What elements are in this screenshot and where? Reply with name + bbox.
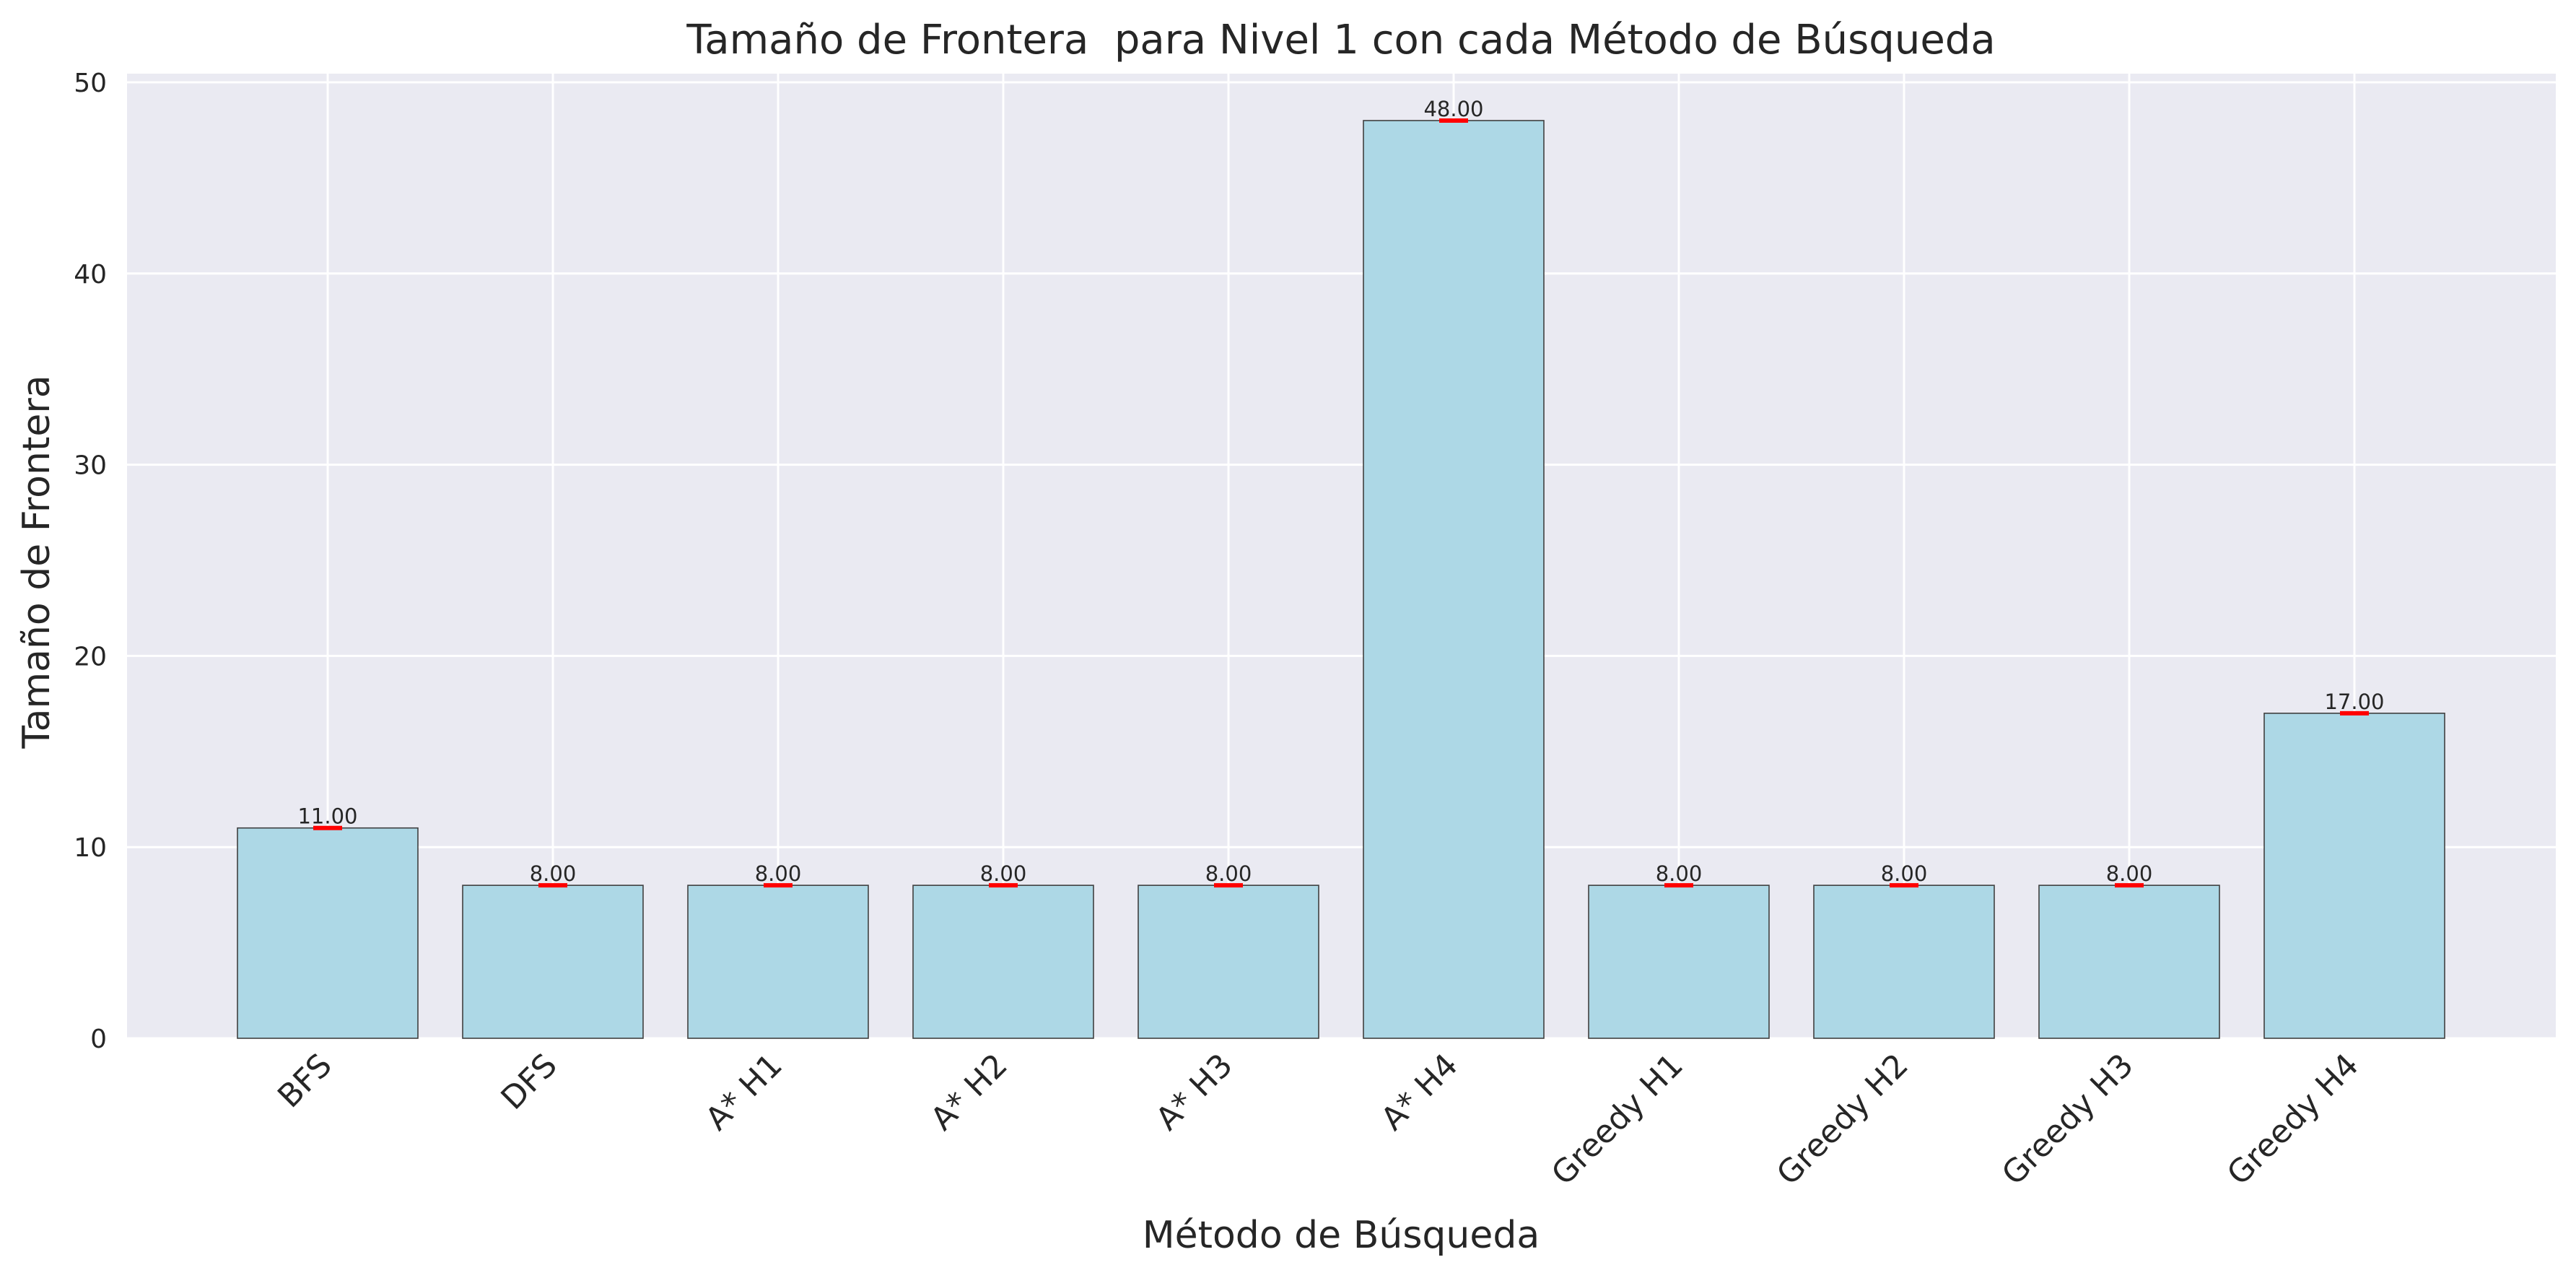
x-tick-label: A* H1 [699,1047,790,1138]
bar [687,884,869,1039]
x-tick-label: BFS [271,1047,339,1116]
bar [2038,884,2220,1039]
x-axis-label: Método de Búsqueda [1143,1214,1540,1257]
y-tick-label: 0 [90,1025,107,1054]
bar [2263,713,2445,1039]
x-tick-label: A* H2 [924,1047,1015,1138]
bar-value-label: 11.00 [297,804,357,829]
bar [237,827,419,1039]
x-tick-label: Greedy H4 [2220,1047,2366,1193]
bar-value-label: 8.00 [1205,861,1252,886]
y-tick-label: 50 [74,69,107,98]
y-axis-ticks: 0 10 20 30 40 50 [74,69,107,1054]
bar-value-label: 8.00 [1656,861,1703,886]
bar [1813,884,1995,1039]
bar-value-label: 8.00 [755,861,802,886]
bar [912,884,1094,1039]
bar-value-label: 17.00 [2324,690,2384,714]
x-tick-label: Greedy H1 [1545,1047,1690,1193]
bar-value-label: 8.00 [980,861,1027,886]
y-tick-label: 10 [74,833,107,863]
chart-title: Tamaño de Frontera para Nivel 1 con cada… [686,17,1995,64]
x-tick-label: Greedy H3 [1995,1047,2141,1193]
x-tick-label: Greedy H2 [1770,1047,1916,1193]
y-tick-label: 40 [74,260,107,290]
bar-value-label: 8.00 [530,861,577,886]
bars: 11.00 8.00 8.00 8.00 8.00 48.00 8.00 8.00 8.00 17… [237,97,2445,1039]
y-axis-label: Tamaño de Frontera [15,375,58,749]
x-tick-label: DFS [494,1047,564,1117]
bar [1588,884,1770,1039]
bar [462,884,644,1039]
x-tick-label: A* H3 [1149,1047,1240,1138]
bar-value-label: 48.00 [1423,97,1483,121]
plot-area [127,74,2556,1038]
grid-lines [127,74,2556,1040]
x-axis-ticks: BFS DFS A* H1 A* H2 A* H3 A* H4 Greedy H1 Greed… [271,1047,2366,1193]
y-tick-label: 20 [74,642,107,671]
bar-value-label: 8.00 [2106,861,2153,886]
x-tick-label: A* H4 [1374,1047,1465,1138]
bar [1138,884,1319,1039]
y-tick-label: 30 [74,451,107,481]
bar [1363,120,1545,1039]
bar-value-label: 8.00 [1881,861,1928,886]
